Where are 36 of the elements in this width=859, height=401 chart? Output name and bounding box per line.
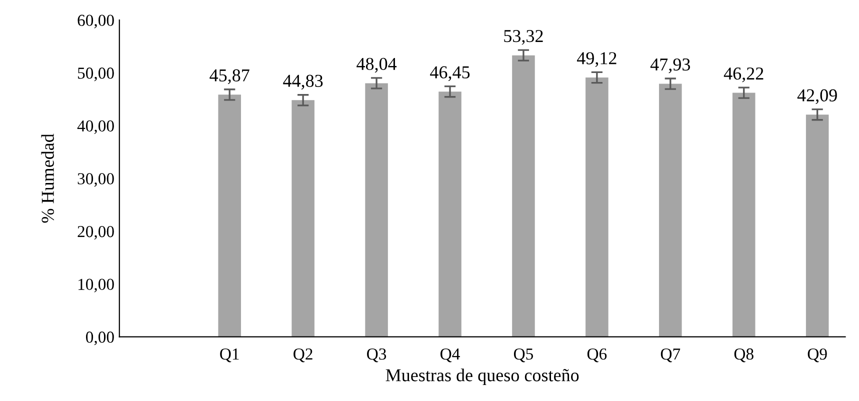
y-tick-label: 30,00: [78, 173, 114, 187]
x-tick-label: Q2: [294, 348, 312, 362]
data-label: 47,93: [650, 58, 690, 74]
x-tick-label: Q3: [367, 348, 386, 362]
x-tick-label: Q8: [734, 348, 754, 362]
data-label: 49,12: [576, 52, 616, 67]
x-tick-label: Q1: [220, 348, 239, 362]
y-tick-label: 10,00: [78, 278, 114, 292]
data-label: 44,83: [283, 74, 323, 90]
bar: [292, 100, 314, 337]
y-axis-title: % Humedad: [41, 134, 54, 223]
bar: [586, 77, 608, 337]
x-tick-label: Q9: [808, 348, 827, 362]
x-tick-label: Q5: [514, 348, 534, 362]
data-label: 46,22: [724, 68, 764, 82]
x-tick-label: Q6: [587, 348, 607, 362]
x-tick-label: Q4: [440, 348, 460, 362]
x-axis-title: Muestras de queso costeño: [386, 368, 579, 385]
bar: [365, 83, 388, 337]
bar: [732, 92, 756, 337]
bar: [806, 114, 829, 337]
x-tick-label: Q7: [660, 348, 680, 362]
y-tick-label: 60,00: [78, 14, 114, 28]
bar: [512, 55, 535, 337]
data-label: 53,32: [504, 30, 543, 45]
y-tick-label: 40,00: [77, 120, 114, 134]
y-tick-label: 0,00: [86, 332, 114, 346]
y-tick-label: 50,00: [78, 68, 114, 82]
bar: [659, 84, 682, 337]
bar: [438, 92, 462, 337]
bar: [218, 94, 241, 337]
data-label: 46,45: [430, 66, 470, 82]
y-tick-label: 20,00: [78, 226, 114, 240]
data-label: 42,09: [797, 89, 837, 104]
data-label: 48,04: [356, 58, 397, 73]
data-label: 45,87: [210, 69, 250, 84]
